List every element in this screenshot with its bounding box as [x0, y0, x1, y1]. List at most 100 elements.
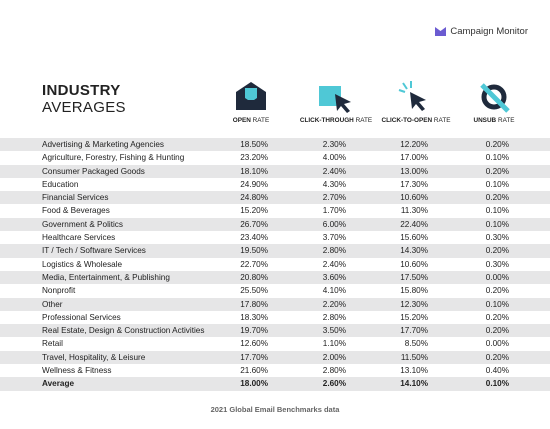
cell-value: 0.10%	[485, 179, 509, 189]
cell-value: 14.30%	[400, 246, 428, 256]
cell-value: 2.80%	[322, 312, 346, 322]
cell-value: 19.50%	[240, 246, 268, 256]
table-row: Real Estate, Design & Construction Activ…	[0, 324, 550, 338]
table-row: Financial Services 24.80% 2.70% 10.60% 0.20%	[0, 191, 550, 205]
table-row: Education 24.90% 4.30% 17.30% 0.10%	[0, 178, 550, 191]
row-label: Retail	[42, 339, 63, 349]
cell-value: 12.30%	[400, 299, 428, 309]
cell-value: 3.70%	[322, 233, 346, 243]
column-header: OPEN RATE	[206, 117, 296, 124]
cell-value: 17.00%	[400, 153, 428, 163]
cell-value: 17.70%	[240, 352, 268, 362]
logo-icon	[435, 27, 447, 36]
row-label: Nonprofit	[42, 286, 76, 296]
cell-value: 2.60%	[322, 379, 346, 389]
row-label: Agriculture, Forestry, Fishing & Hunting	[42, 153, 185, 163]
cell-value: 19.70%	[240, 326, 268, 336]
row-label: IT / Tech / Software Services	[42, 246, 146, 256]
cell-value: 8.50%	[404, 339, 428, 349]
cell-value: 0.20%	[485, 166, 509, 176]
table-row: Travel, Hospitality, & Leisure 17.70% 2.00…	[0, 350, 550, 365]
cell-value: 23.40%	[240, 233, 268, 243]
cell-value: 11.30%	[400, 206, 428, 216]
table-row: Government & Politics 26.70% 6.00% 22.40% 0.…	[0, 217, 550, 232]
row-label: Financial Services	[42, 193, 109, 203]
row-label: Government & Politics	[42, 219, 123, 229]
table-row: Average 18.00% 2.60% 14.10% 0.10%	[0, 377, 550, 391]
header-rest: RATE	[497, 117, 515, 124]
cell-value: 0.10%	[485, 153, 509, 163]
unsub-icon	[480, 83, 510, 113]
click-through-icon	[319, 86, 351, 113]
row-label: Real Estate, Design & Construction Activ…	[42, 326, 205, 336]
row-label: Advertising & Marketing Agencies	[42, 140, 164, 149]
cell-value: 25.50%	[240, 286, 268, 296]
cell-value: 26.70%	[240, 219, 268, 229]
cell-value: 10.60%	[400, 193, 428, 203]
cell-value: 3.50%	[322, 326, 346, 336]
cell-value: 10.60%	[400, 259, 428, 269]
cell-value: 18.50%	[240, 140, 268, 149]
table-row: Agriculture, Forestry, Fishing & Hunting…	[0, 151, 550, 164]
row-label: Professional Services	[42, 312, 121, 322]
table-row: Food & Beverages 15.20% 1.70% 11.30% 0.10%	[0, 204, 550, 217]
cell-value: 6.00%	[322, 219, 346, 229]
cell-value: 0.10%	[485, 379, 509, 389]
table-row: Wellness & Fitness 21.60% 2.80% 13.10% 0.40%	[0, 364, 550, 377]
cell-value: 3.60%	[322, 272, 346, 282]
row-label: Wellness & Fitness	[42, 366, 112, 376]
cell-value: 0.10%	[485, 219, 509, 229]
row-label: Consumer Packaged Goods	[42, 166, 145, 176]
row-label: Education	[42, 179, 79, 189]
cell-value: 2.40%	[322, 259, 346, 269]
table-row: Healthcare Services 23.40% 3.70% 15.60% 0.30…	[0, 231, 550, 244]
cell-value: 17.50%	[400, 272, 428, 282]
cell-value: 4.10%	[322, 286, 346, 296]
cell-value: 1.10%	[322, 339, 346, 349]
cell-value: 15.80%	[400, 286, 428, 296]
table-row: Retail 12.60% 1.10% 8.50% 0.00%	[0, 337, 550, 350]
cell-value: 0.20%	[485, 352, 509, 362]
column-header: UNSUB RATE	[449, 117, 539, 124]
table-row: Advertising & Marketing Agencies 18.50% 2.…	[0, 138, 550, 152]
title-line2: AVERAGES	[42, 99, 126, 116]
row-label: Average	[42, 379, 75, 389]
cell-value: 18.00%	[240, 379, 268, 389]
header-bold: OPEN	[232, 117, 251, 124]
cell-value: 13.00%	[400, 166, 428, 176]
table-row: Nonprofit 25.50% 4.10% 15.80% 0.20%	[0, 284, 550, 297]
cell-value: 4.30%	[322, 179, 346, 189]
cell-value: 2.40%	[322, 166, 346, 176]
cell-value: 2.00%	[322, 352, 346, 362]
cell-value: 0.00%	[485, 339, 509, 349]
cell-value: 2.80%	[322, 366, 346, 376]
cell-value: 0.20%	[485, 312, 509, 322]
cell-value: 0.20%	[485, 193, 509, 203]
cell-value: 0.20%	[485, 140, 509, 149]
cell-value: 0.20%	[485, 286, 509, 296]
footer: 2021 Global Email Benchmarks data	[210, 405, 340, 414]
cell-value: 17.80%	[240, 299, 268, 309]
row-label: Travel, Hospitality, & Leisure	[42, 352, 146, 362]
cell-value: 18.10%	[240, 166, 268, 176]
header-rest: RATE	[252, 117, 270, 124]
click-to-open-icon	[398, 81, 426, 111]
cell-value: 11.50%	[400, 352, 428, 362]
table-row: Media, Entertainment, & Publishing 20.80%…	[0, 270, 550, 285]
cell-value: 0.10%	[485, 299, 509, 309]
table-row: Consumer Packaged Goods 18.10% 2.40% 13.00%…	[0, 164, 550, 178]
header-bold: CLICK-THROUGH	[299, 117, 354, 124]
header-rest: RATE	[433, 117, 451, 124]
cell-value: 21.60%	[240, 366, 268, 376]
cell-value: 1.70%	[322, 206, 346, 216]
cell-value: 24.90%	[240, 179, 268, 189]
open-icon	[236, 82, 266, 110]
column-header: CLICK-TO-OPEN RATE	[371, 117, 461, 124]
row-label: Food & Beverages	[42, 206, 110, 216]
table-row: IT / Tech / Software Services 19.50% 2.80%…	[0, 244, 550, 258]
cell-value: 17.70%	[400, 326, 428, 336]
header-rest: RATE	[355, 117, 373, 124]
cell-value: 0.30%	[485, 233, 509, 243]
brand-logo: Campaign Monitor	[435, 26, 528, 37]
cell-value: 12.20%	[400, 140, 428, 149]
